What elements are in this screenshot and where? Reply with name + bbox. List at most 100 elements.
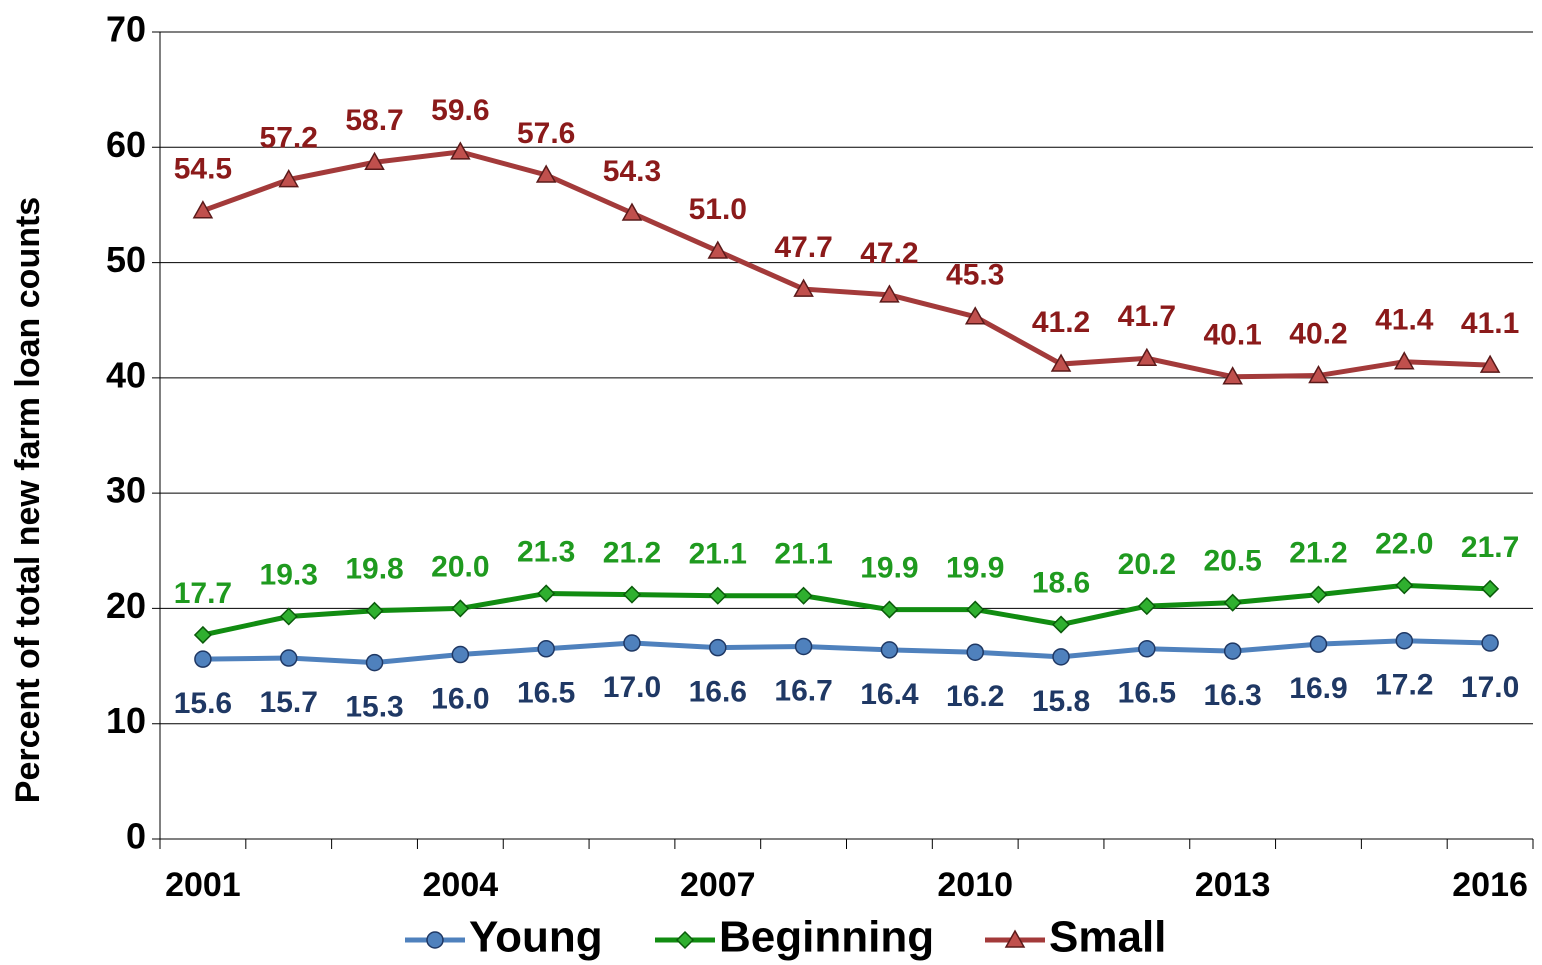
data-label: 59.6 — [431, 94, 489, 127]
marker — [193, 625, 212, 645]
data-label: 21.1 — [689, 538, 747, 571]
data-label: 57.2 — [260, 121, 318, 154]
series-line — [202, 638, 1491, 666]
legend-item: Small — [985, 913, 1166, 962]
marker — [794, 586, 813, 605]
legend-label: Young — [469, 913, 603, 962]
x-tick-label: 2004 — [423, 866, 499, 904]
data-label: 15.7 — [260, 686, 318, 719]
y-tick-label: 30 — [106, 470, 146, 511]
marker — [451, 599, 470, 618]
data-label: 20.2 — [1118, 548, 1176, 581]
marker — [880, 600, 899, 619]
marker — [707, 240, 729, 259]
data-label: 18.6 — [1032, 566, 1090, 599]
marker — [537, 640, 555, 658]
data-label: 15.3 — [345, 691, 403, 724]
marker — [794, 637, 813, 656]
series-line — [202, 149, 1491, 380]
data-label: 57.6 — [517, 117, 575, 150]
data-label: 19.9 — [946, 552, 1004, 585]
marker — [966, 643, 984, 661]
y-tick-label: 60 — [106, 124, 146, 165]
data-label: 16.2 — [946, 680, 1004, 713]
marker — [537, 584, 556, 603]
x-tick-label: 2016 — [1452, 866, 1528, 904]
marker — [1137, 597, 1156, 616]
marker — [535, 164, 557, 183]
data-label: 40.1 — [1203, 319, 1261, 352]
x-tick-label: 2007 — [680, 866, 756, 904]
data-label: 19.3 — [260, 558, 318, 591]
marker — [709, 638, 727, 657]
marker — [194, 650, 212, 668]
marker — [450, 141, 471, 160]
y-tick-label: 10 — [106, 700, 146, 741]
data-label: 16.5 — [1118, 677, 1176, 710]
marker — [451, 645, 470, 664]
legend-label: Beginning — [719, 913, 934, 962]
marker — [364, 151, 385, 171]
marker — [1050, 353, 1072, 372]
data-label: 54.5 — [174, 153, 232, 186]
y-axis-label: Percent of total new farm loan counts — [9, 197, 47, 803]
data-label: 20.0 — [431, 550, 489, 583]
marker — [1222, 366, 1243, 385]
data-label: 19.8 — [345, 553, 403, 586]
data-label: 40.2 — [1289, 317, 1347, 350]
marker — [622, 585, 642, 604]
marker — [1223, 593, 1242, 612]
marker — [966, 600, 985, 619]
data-label: 16.4 — [860, 678, 919, 711]
data-label: 22.0 — [1375, 527, 1433, 560]
marker — [1223, 642, 1242, 660]
marker — [1395, 576, 1414, 595]
y-tick-label: 0 — [126, 816, 146, 857]
series-line — [202, 582, 1491, 638]
y-tick-label: 20 — [106, 585, 146, 626]
data-label: 47.2 — [860, 237, 918, 270]
marker — [1393, 351, 1415, 370]
data-label: 21.3 — [517, 535, 575, 568]
marker — [279, 649, 298, 667]
data-label: 16.3 — [1203, 679, 1261, 712]
marker — [1395, 631, 1414, 650]
marker — [1481, 579, 1500, 598]
data-label: 45.3 — [946, 259, 1004, 292]
marker — [793, 278, 814, 297]
data-label: 17.7 — [174, 577, 232, 610]
data-label: 19.9 — [860, 552, 918, 585]
legend-item: Beginning — [655, 913, 934, 962]
data-label: 21.2 — [603, 537, 661, 570]
legend-item: Young — [405, 913, 603, 962]
y-tick-label: 50 — [106, 239, 146, 280]
data-label: 16.0 — [431, 682, 489, 715]
marker — [675, 930, 695, 950]
marker — [192, 200, 214, 219]
data-label: 17.2 — [1375, 669, 1433, 702]
marker — [365, 601, 384, 620]
marker — [426, 931, 444, 949]
marker — [1052, 648, 1070, 666]
x-tick-label: 2010 — [937, 866, 1013, 904]
data-label: 17.0 — [1461, 671, 1519, 704]
data-label: 16.5 — [517, 677, 575, 710]
marker — [278, 169, 300, 188]
data-label: 15.6 — [174, 687, 232, 720]
marker — [1138, 640, 1156, 658]
marker — [1481, 634, 1499, 652]
data-label: 41.7 — [1118, 300, 1176, 333]
marker — [880, 641, 899, 659]
data-label: 47.7 — [774, 231, 832, 264]
marker — [964, 306, 986, 325]
data-label: 21.7 — [1461, 531, 1519, 564]
data-label: 17.0 — [603, 671, 661, 704]
data-label: 21.1 — [774, 538, 832, 571]
data-label: 21.2 — [1289, 537, 1347, 570]
x-tick-label: 2013 — [1195, 866, 1271, 904]
marker — [1479, 354, 1501, 373]
y-tick-label: 70 — [106, 9, 146, 50]
x-tick-label: 2001 — [165, 866, 241, 904]
marker — [708, 586, 727, 605]
data-label: 20.5 — [1203, 545, 1261, 578]
